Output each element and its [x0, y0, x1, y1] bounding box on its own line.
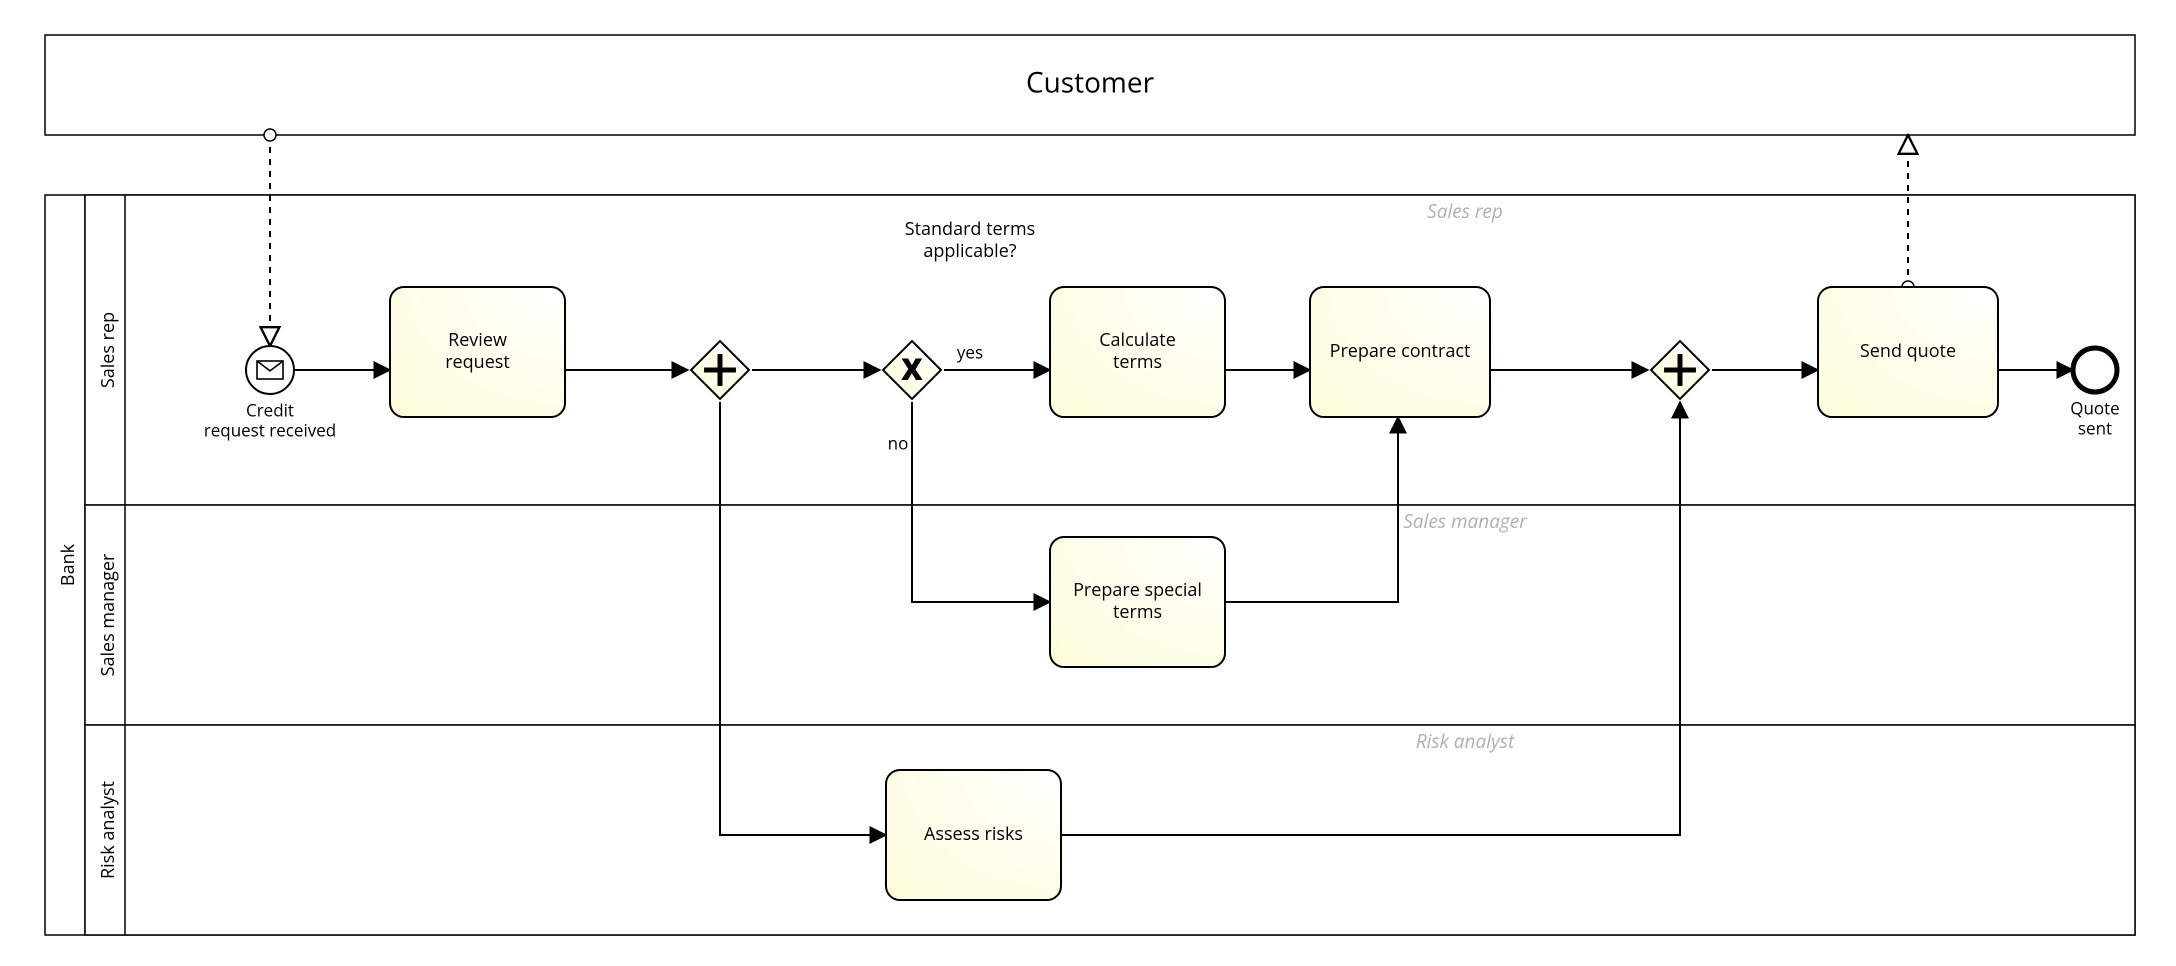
task-label-send_quote: Send quote [1860, 339, 1956, 363]
x-icon: X [901, 348, 923, 389]
lane-risk_analyst: Risk analyst [85, 725, 2135, 935]
gateway-annotation-gw_xor: Standard terms [905, 217, 1036, 241]
pool-customer: Customer [45, 35, 2135, 135]
task-prepare_special: Prepare specialterms [1050, 537, 1225, 667]
pool-label-customer: Customer [1026, 63, 1155, 101]
task-review_request: Reviewrequest [390, 287, 565, 417]
gateway-annotation-gw_xor: applicable? [923, 239, 1016, 263]
task-label-review_request: request [445, 350, 510, 374]
task-label-prepare_special: terms [1113, 600, 1162, 624]
task-assess_risks: Assess risks [886, 770, 1061, 900]
lane-label-sales_rep: Sales rep [96, 312, 120, 388]
flow-label-gw_xor-prepare_special: no [888, 432, 909, 455]
lane-label-risk_analyst: Risk analyst [96, 781, 120, 879]
lane-watermark-sales_manager: Sales manager [1403, 508, 1528, 534]
lane-watermark-sales_rep: Sales rep [1427, 198, 1503, 224]
task-send_quote: Send quote [1818, 287, 1998, 417]
event-start [246, 346, 294, 394]
task-label-prepare_special: Prepare special [1073, 578, 1202, 602]
task-label-calculate_terms: Calculate [1099, 328, 1176, 352]
task-label-assess_risks: Assess risks [924, 822, 1023, 846]
message-flow-origin-icon [264, 129, 276, 141]
pool-label-bank: Bank [56, 543, 80, 586]
event-label-start: request received [204, 419, 336, 442]
bpmn-diagram: Customer Bank Sales rep Sales manager Risk … [0, 0, 2176, 966]
task-label-prepare_contract: Prepare contract [1330, 339, 1471, 363]
task-prepare_contract: Prepare contract [1310, 287, 1490, 417]
task-label-calculate_terms: terms [1113, 350, 1162, 374]
lane-label-sales_manager: Sales manager [96, 553, 120, 676]
lane-watermark-risk_analyst: Risk analyst [1416, 728, 1515, 754]
flow-label-gw_xor-calculate_terms: yes [957, 341, 983, 364]
task-calculate_terms: Calculateterms [1050, 287, 1225, 417]
task-label-review_request: Review [448, 328, 507, 352]
event-end [2073, 348, 2117, 392]
event-label-end: sent [2078, 417, 2112, 440]
